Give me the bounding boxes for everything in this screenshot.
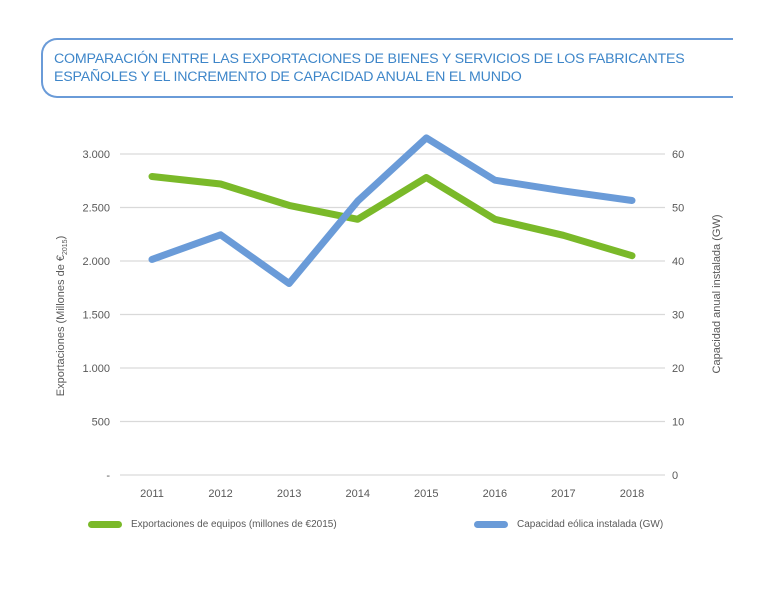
right-tick-label: 30	[672, 310, 684, 322]
left-tick-label: 2.500	[82, 203, 110, 215]
left-axis-title: Exportaciones (Millones de €2015)	[55, 236, 69, 397]
left-tick-label: 2.000	[82, 256, 110, 268]
right-axis-title: Capacidad anual instalada (GW)	[711, 215, 723, 374]
right-tick-label: 10	[672, 417, 684, 429]
right-axis-ticks: 0 10 20 30 40 50 60	[672, 149, 684, 482]
x-tick-label: 2013	[277, 488, 301, 500]
left-axis-title-close: )	[55, 236, 67, 240]
left-tick-label: 1.500	[82, 310, 110, 322]
gridlines	[120, 153, 665, 476]
x-tick-label: 2018	[620, 488, 644, 500]
legend-label-capacity: Capacidad eólica instalada (GW)	[517, 519, 664, 530]
chart-title-box: COMPARACIÓN ENTRE LAS EXPORTACIONES DE B…	[41, 38, 733, 98]
chart-title: COMPARACIÓN ENTRE LAS EXPORTACIONES DE B…	[54, 50, 685, 86]
legend-item-exports: Exportaciones de equipos (millones de €2…	[88, 519, 337, 530]
chart-title-line-2: ESPAÑOLES Y EL INCREMENTO DE CAPACIDAD A…	[54, 69, 522, 85]
legend-label-exports: Exportaciones de equipos (millones de €2…	[131, 519, 337, 530]
x-tick-label: 2017	[551, 488, 575, 500]
left-axis-title-main: Exportaciones (Millones de €	[55, 255, 67, 396]
left-tick-label: 3.000	[82, 149, 110, 161]
x-axis-ticks: 2011 2012 2013 2014 2015 2016 2017 2018	[140, 488, 644, 500]
right-tick-label: 0	[672, 470, 678, 482]
left-tick-label: 500	[92, 417, 110, 429]
right-tick-label: 20	[672, 363, 684, 375]
x-tick-label: 2011	[140, 488, 164, 500]
left-tick-label: 1.000	[82, 363, 110, 375]
x-tick-label: 2016	[483, 488, 507, 500]
x-tick-label: 2014	[345, 488, 369, 500]
left-axis-title-subscript: 2015	[62, 239, 69, 255]
x-tick-label: 2012	[208, 488, 232, 500]
chart-title-line-1: COMPARACIÓN ENTRE LAS EXPORTACIONES DE B…	[54, 51, 685, 67]
legend-swatch-capacity	[474, 521, 508, 528]
right-tick-label: 40	[672, 256, 684, 268]
left-tick-label: -	[106, 470, 110, 482]
right-tick-label: 60	[672, 149, 684, 161]
x-tick-label: 2015	[414, 488, 438, 500]
legend-swatch-exports	[88, 521, 122, 528]
right-tick-label: 50	[672, 203, 684, 215]
legend-item-capacity: Capacidad eólica instalada (GW)	[474, 519, 663, 530]
series-line-capacity	[148, 134, 636, 287]
series-line-exports	[148, 173, 636, 260]
series	[148, 134, 636, 287]
left-axis-ticks: - 500 1.000 1.500 2.000 2.500 3.000	[82, 149, 110, 482]
